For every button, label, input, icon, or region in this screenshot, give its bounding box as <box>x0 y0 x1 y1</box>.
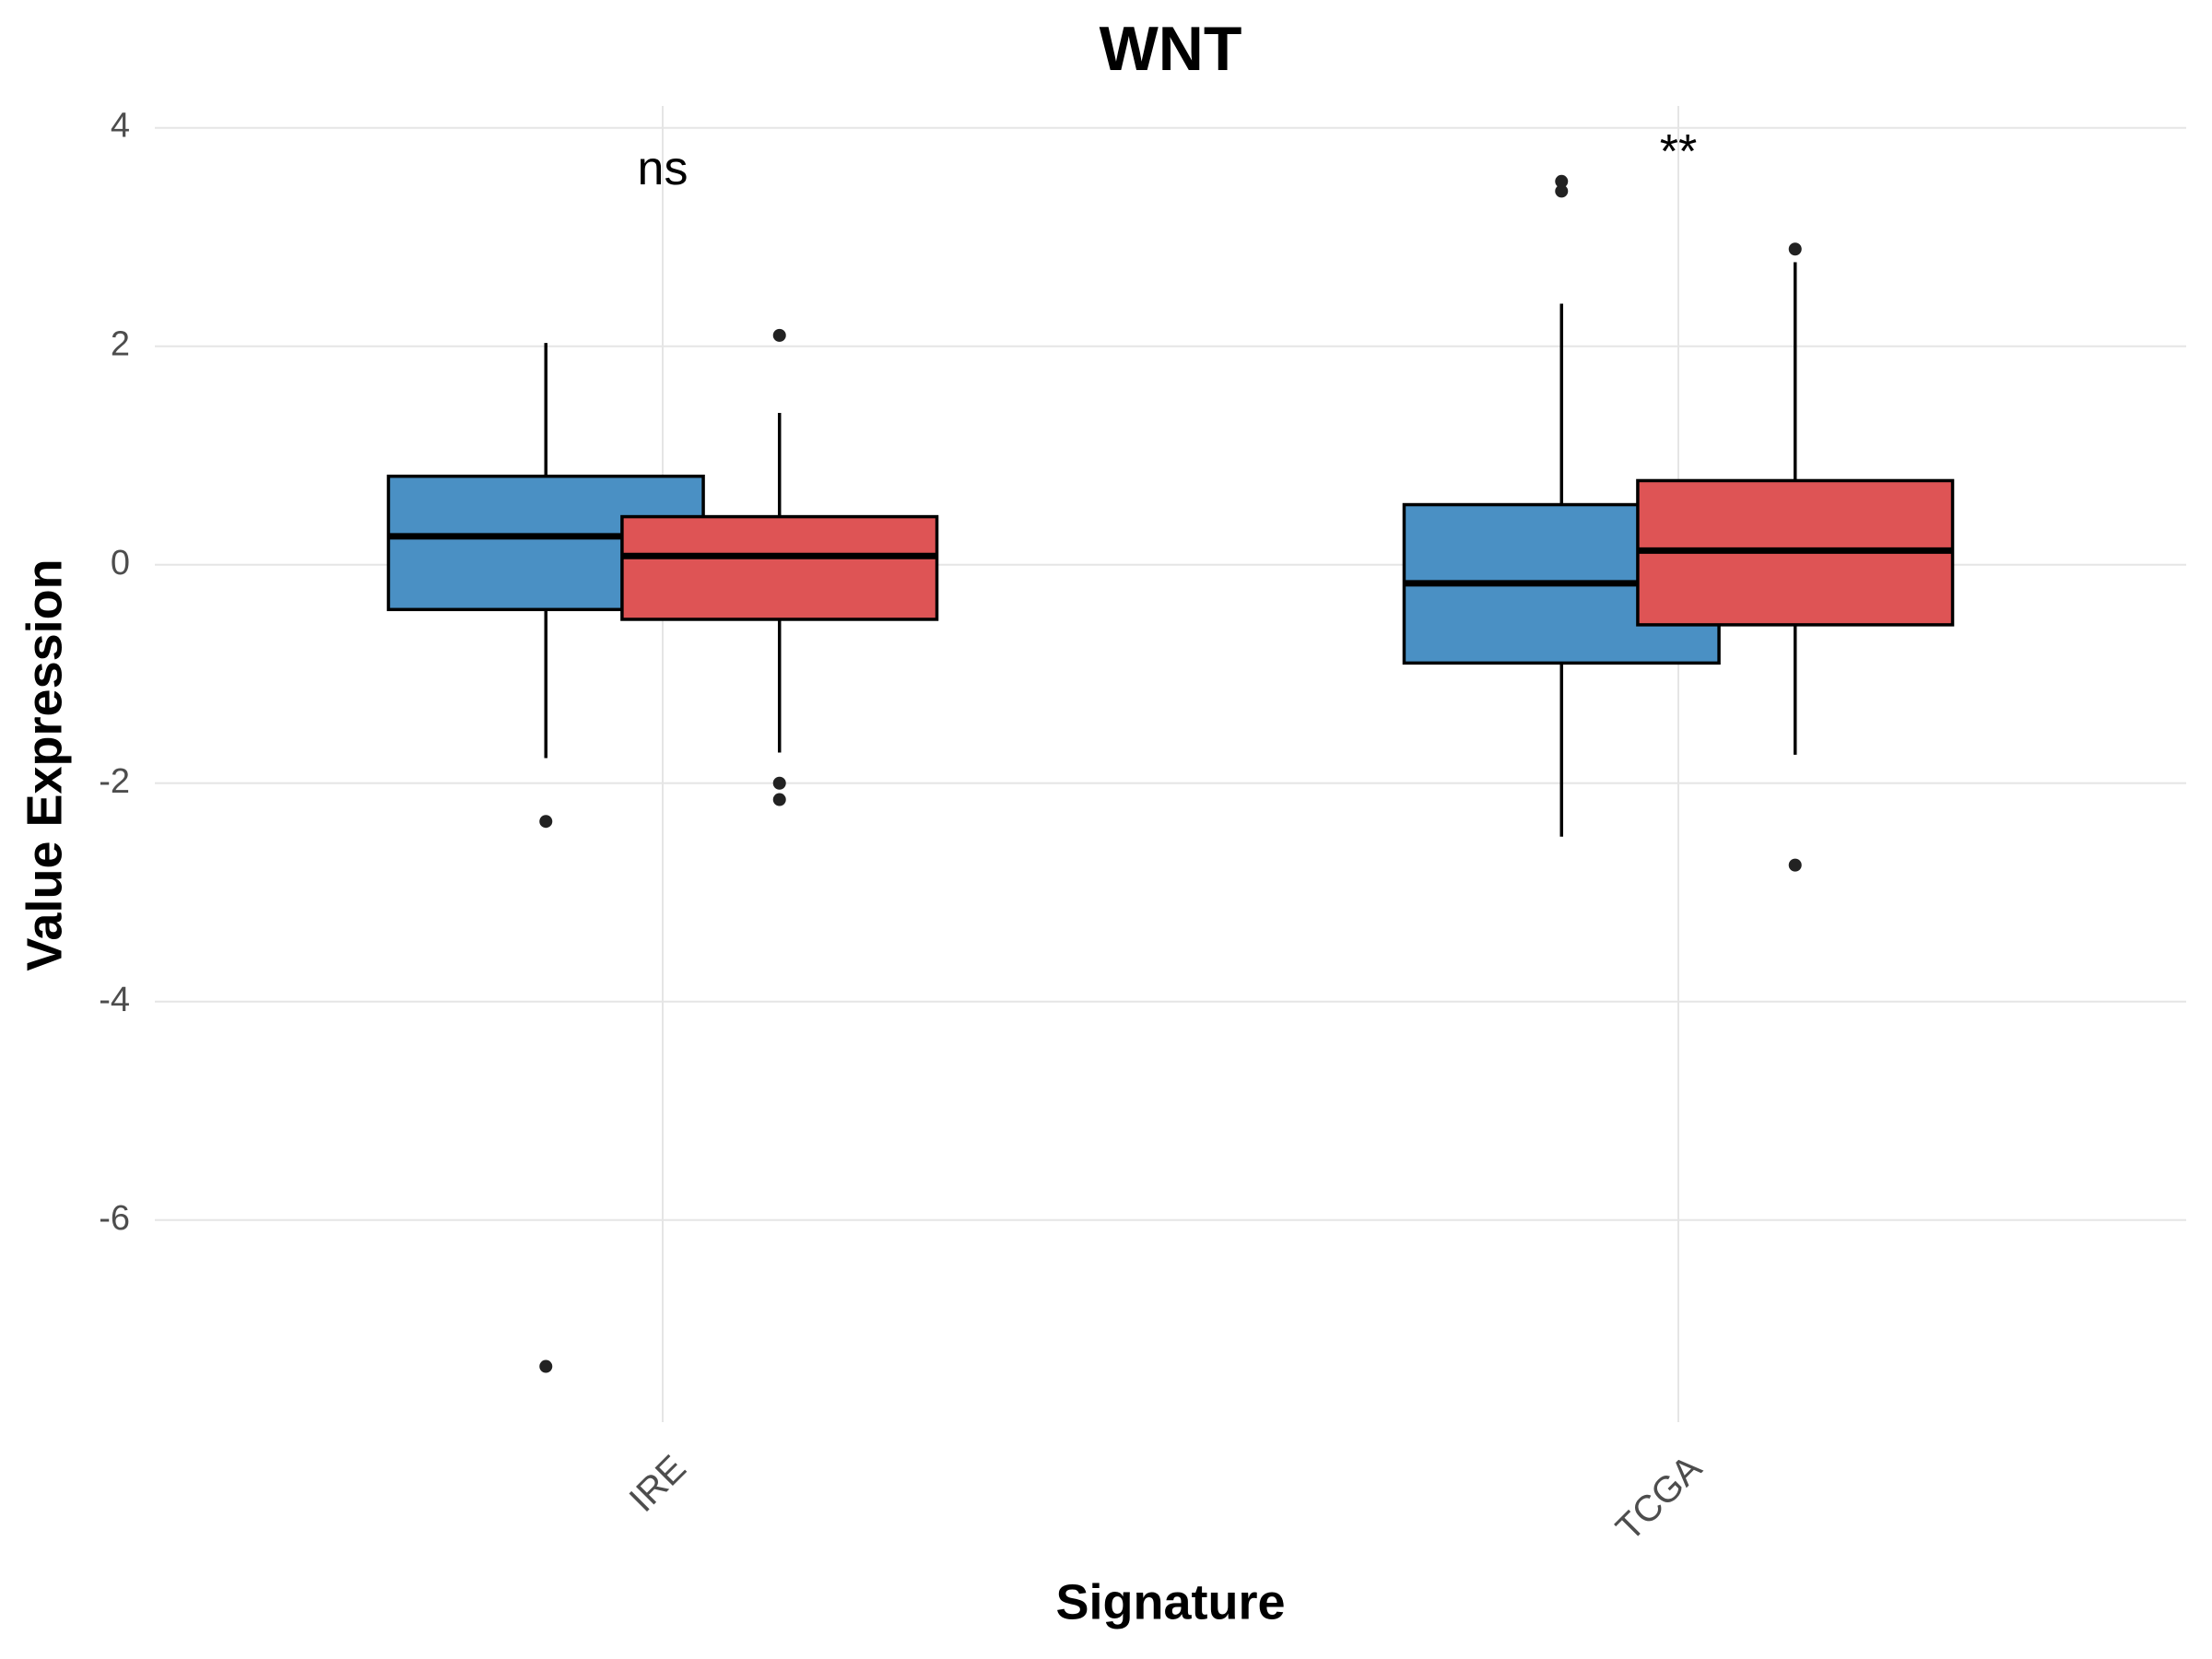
outlier <box>772 793 786 806</box>
significance-label: ns <box>638 142 688 195</box>
box <box>620 514 939 621</box>
outlier <box>539 815 553 829</box>
y-axis-title: Value Expression <box>17 559 72 971</box>
outlier <box>1555 174 1569 188</box>
outlier <box>772 328 786 342</box>
outlier <box>1555 184 1569 198</box>
outlier <box>539 1359 553 1373</box>
y-tick-label: 2 <box>111 325 130 364</box>
y-tick-label: -4 <box>99 981 130 1019</box>
y-tick-label: -2 <box>99 762 130 801</box>
outlier <box>1788 242 1802 256</box>
outlier <box>1788 858 1802 872</box>
y-tick-label: -6 <box>99 1199 130 1238</box>
y-tick-label: 4 <box>111 107 130 146</box>
x-tick-label: IRE <box>622 1448 694 1520</box>
x-axis-title: Signature <box>1055 1574 1285 1630</box>
outlier <box>772 776 786 790</box>
significance-label: ** <box>1660 125 1697 179</box>
y-tick-label: 0 <box>111 544 130 582</box>
chart-title: WNT <box>1100 14 1242 84</box>
x-tick-label: TCGA <box>1608 1448 1710 1549</box>
